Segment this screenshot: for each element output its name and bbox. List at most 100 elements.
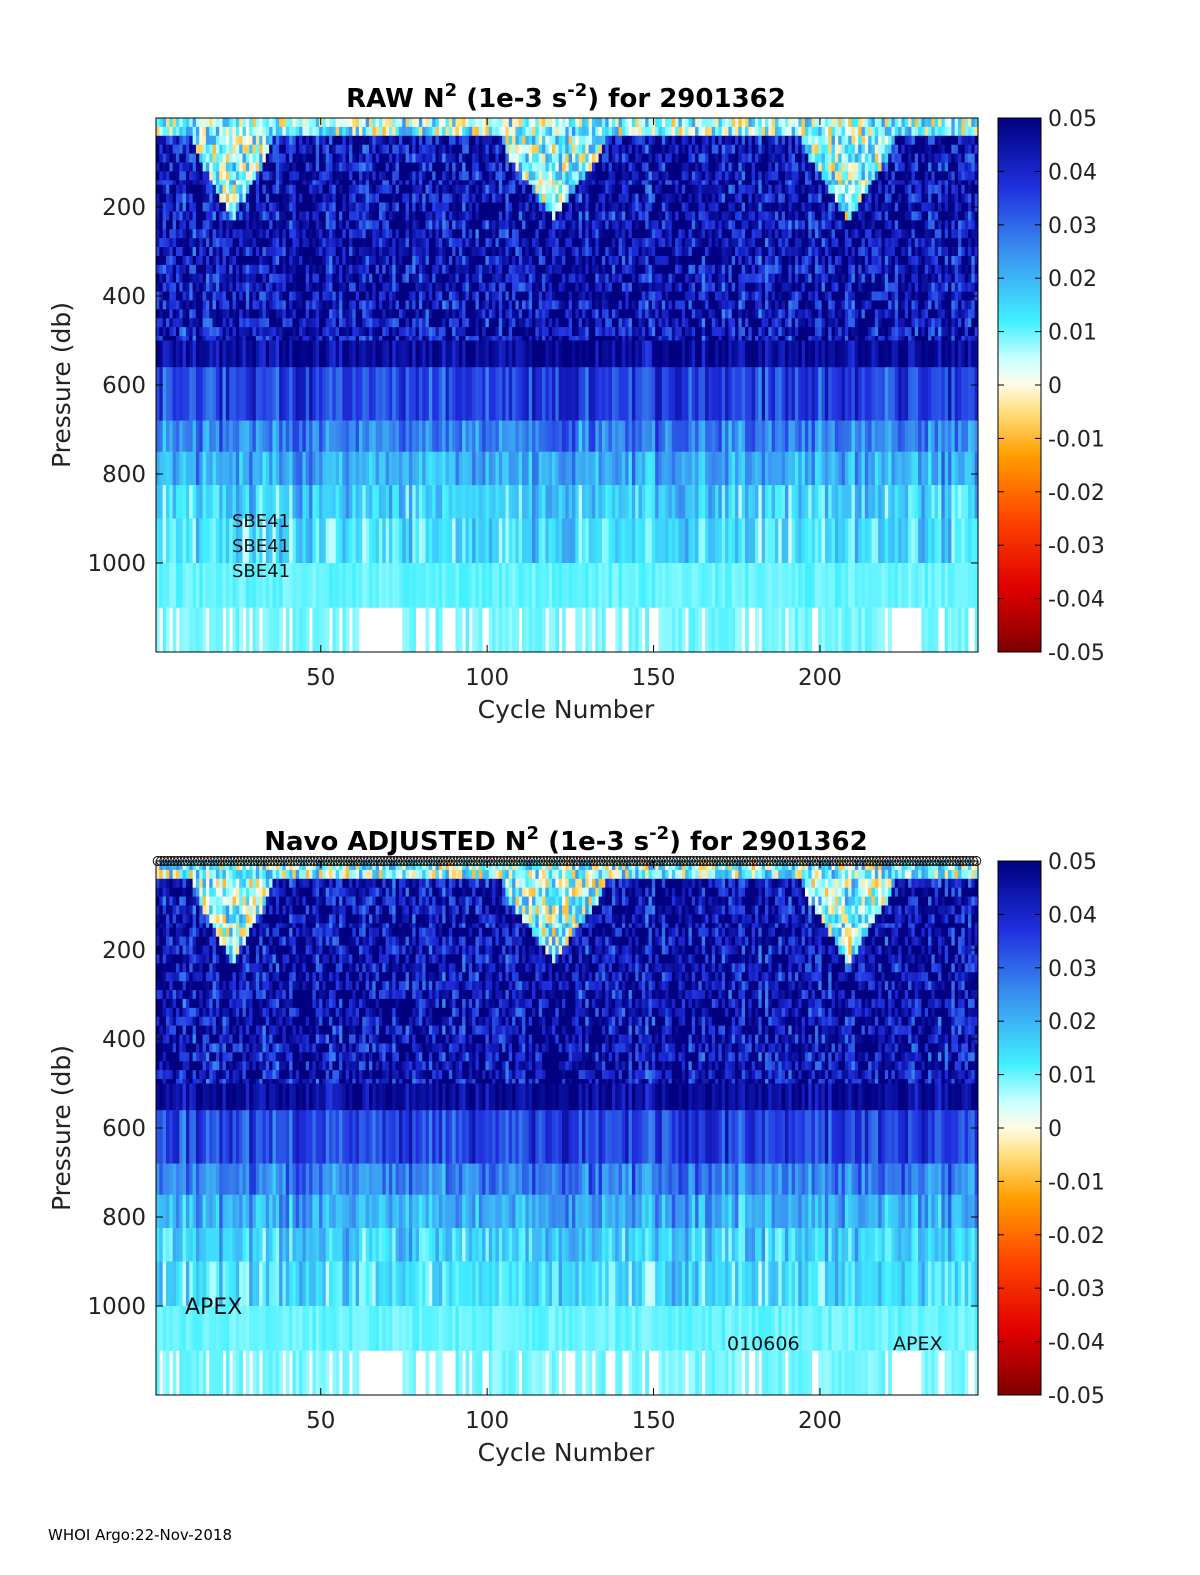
heatmap-cell xyxy=(831,162,836,172)
heatmap-cell xyxy=(455,126,460,137)
heatmap-cell xyxy=(665,184,669,194)
heatmap-cell xyxy=(362,309,367,319)
heatmap-cell xyxy=(502,255,506,266)
heatmap-cell xyxy=(615,282,619,292)
heatmap-cell xyxy=(661,162,666,172)
heatmap-cell xyxy=(661,300,666,310)
heatmap-cell xyxy=(229,153,233,163)
heatmap-cell xyxy=(695,180,699,186)
heatmap-cell xyxy=(558,202,563,212)
heatmap-cell xyxy=(641,180,646,186)
heatmap-cell xyxy=(305,238,310,248)
heatmap-cell xyxy=(452,220,456,230)
heatmap-cell xyxy=(172,193,177,203)
heatmap-cell xyxy=(775,180,779,186)
heatmap-cell xyxy=(242,153,247,163)
heatmap-cell xyxy=(402,126,406,137)
heatmap-cell xyxy=(711,180,716,186)
heatmap-cell xyxy=(641,336,646,341)
heatmap-cell xyxy=(508,171,513,181)
heatmap-cell xyxy=(219,229,223,239)
heatmap-cell xyxy=(292,327,297,337)
heatmap-cell xyxy=(195,153,200,163)
heatmap-cell xyxy=(705,291,709,301)
heatmap-cell xyxy=(432,327,436,337)
heatmap-cell xyxy=(249,126,253,137)
heatmap-cell xyxy=(292,336,297,341)
heatmap-cell xyxy=(292,247,297,257)
heatmap-cell xyxy=(535,153,540,163)
heatmap-cell xyxy=(325,184,330,194)
heatmap-cell xyxy=(412,229,416,239)
heatmap-cell xyxy=(691,291,696,301)
heatmap-cell xyxy=(388,327,393,337)
heatmap-cell xyxy=(209,118,213,128)
heatmap-cell xyxy=(478,162,483,172)
heatmap-cell xyxy=(958,144,962,154)
heatmap-cell xyxy=(365,171,370,181)
heatmap-cell xyxy=(312,229,317,239)
heatmap-cell xyxy=(156,144,160,154)
heatmap-cell xyxy=(655,202,659,212)
heatmap-cell xyxy=(295,318,300,328)
heatmap-cell xyxy=(691,135,696,145)
heatmap-cell xyxy=(388,220,393,230)
heatmap-cell xyxy=(635,238,639,248)
heatmap-cell xyxy=(655,273,659,283)
heatmap-cell xyxy=(372,118,377,128)
heatmap-cell xyxy=(568,255,573,266)
heatmap-cell xyxy=(415,264,420,275)
heatmap-cell xyxy=(738,126,743,137)
heatmap-cell xyxy=(245,300,250,310)
heatmap-cell xyxy=(329,153,333,163)
heatmap-cell xyxy=(412,273,416,283)
heatmap-cell xyxy=(299,162,303,172)
heatmap-cell xyxy=(615,255,619,266)
heatmap-cell xyxy=(289,118,293,128)
heatmap-cell xyxy=(378,135,383,145)
heatmap-cell xyxy=(705,171,709,181)
heatmap-cell xyxy=(618,255,623,266)
heatmap-cell xyxy=(325,318,330,328)
heatmap-cell xyxy=(225,291,230,301)
heatmap-cell xyxy=(255,126,260,137)
heatmap-cell xyxy=(205,282,210,292)
heatmap-cell xyxy=(705,255,709,266)
heatmap-cell xyxy=(378,220,383,230)
heatmap-cell xyxy=(648,202,653,212)
heatmap-cell xyxy=(914,180,919,186)
heatmap-cell xyxy=(259,327,263,337)
heatmap-cell xyxy=(818,135,822,145)
heatmap-cell xyxy=(542,291,546,301)
heatmap-cell xyxy=(934,118,939,128)
heatmap-cell xyxy=(545,282,550,292)
heatmap-cell xyxy=(279,247,283,257)
heatmap-cell xyxy=(305,118,310,128)
heatmap-cell xyxy=(625,282,629,292)
heatmap-cell xyxy=(695,264,699,275)
heatmap-cell xyxy=(475,273,480,283)
heatmap-cell xyxy=(352,202,357,212)
heatmap-cell xyxy=(891,135,896,145)
heatmap-cell xyxy=(505,336,510,341)
heatmap-cell xyxy=(711,211,716,221)
heatmap-cell xyxy=(455,135,460,145)
heatmap-cell xyxy=(838,126,842,137)
heatmap-cell xyxy=(428,193,433,203)
heatmap-cell xyxy=(821,153,826,163)
heatmap-cell xyxy=(255,202,260,212)
heatmap-cell xyxy=(269,273,273,283)
heatmap-cell xyxy=(156,282,160,292)
heatmap-cell xyxy=(452,193,456,203)
heatmap-cell xyxy=(562,211,566,221)
heatmap-cell xyxy=(611,291,616,301)
heatmap-cell xyxy=(465,184,470,194)
heatmap-cell xyxy=(611,247,616,257)
heatmap-cell xyxy=(591,144,596,154)
heatmap-cell xyxy=(472,327,476,337)
heatmap-cell xyxy=(648,238,653,248)
heatmap-cell xyxy=(202,144,207,154)
heatmap-cell xyxy=(452,238,456,248)
heatmap-cell xyxy=(522,282,526,292)
heatmap-cell xyxy=(575,153,580,163)
